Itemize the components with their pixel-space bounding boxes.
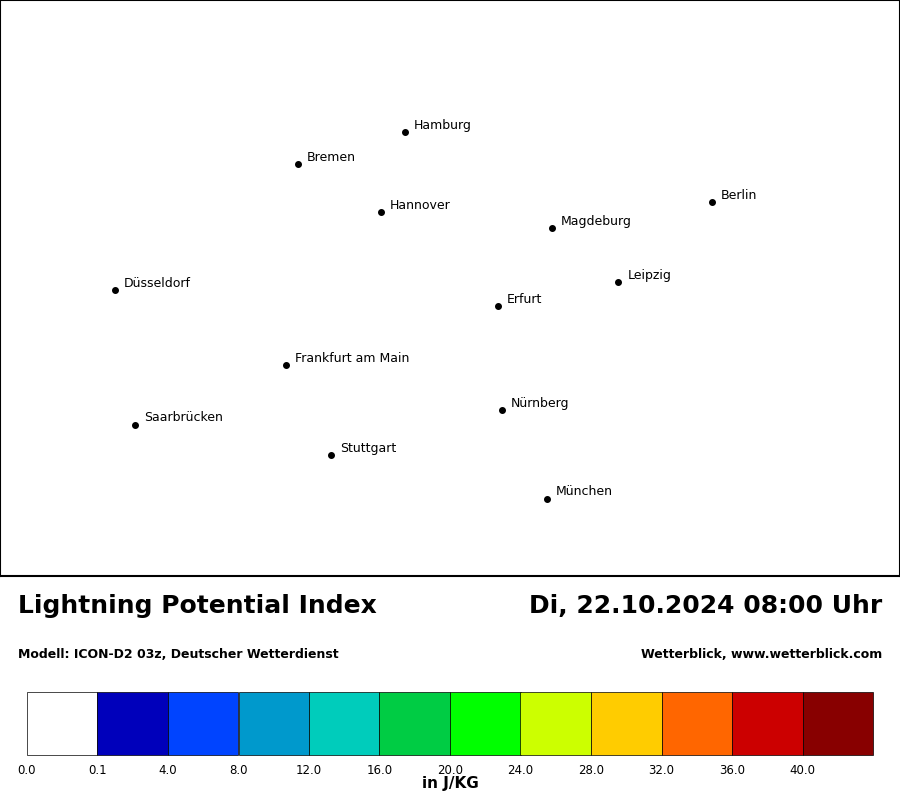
FancyBboxPatch shape (803, 693, 873, 755)
Text: 16.0: 16.0 (366, 764, 392, 777)
Text: Erfurt: Erfurt (507, 293, 542, 306)
Text: 8.0: 8.0 (230, 764, 248, 777)
Text: 32.0: 32.0 (649, 764, 674, 777)
Text: Leipzig: Leipzig (627, 269, 671, 282)
Text: München: München (556, 486, 613, 498)
Text: Di, 22.10.2024 08:00 Uhr: Di, 22.10.2024 08:00 Uhr (529, 594, 882, 618)
FancyBboxPatch shape (662, 693, 732, 755)
FancyBboxPatch shape (27, 693, 97, 755)
Text: Magdeburg: Magdeburg (561, 215, 632, 228)
Text: 20.0: 20.0 (437, 764, 463, 777)
Text: Stuttgart: Stuttgart (340, 442, 396, 455)
Text: Hamburg: Hamburg (414, 118, 472, 132)
Text: Lightning Potential Index: Lightning Potential Index (18, 594, 377, 618)
Text: Berlin: Berlin (721, 189, 757, 202)
Text: Saarbrücken: Saarbrücken (144, 411, 223, 425)
Text: Nürnberg: Nürnberg (511, 397, 570, 410)
FancyBboxPatch shape (97, 693, 168, 755)
Text: Frankfurt am Main: Frankfurt am Main (295, 352, 410, 365)
Text: 12.0: 12.0 (296, 764, 322, 777)
FancyBboxPatch shape (309, 693, 380, 755)
FancyBboxPatch shape (168, 693, 239, 755)
Text: 40.0: 40.0 (789, 764, 815, 777)
Text: 0.1: 0.1 (88, 764, 107, 777)
FancyBboxPatch shape (591, 693, 662, 755)
Text: Düsseldorf: Düsseldorf (124, 277, 191, 290)
Text: Modell: ICON-D2 03z, Deutscher Wetterdienst: Modell: ICON-D2 03z, Deutscher Wetterdie… (18, 648, 338, 661)
Text: in J/KG: in J/KG (421, 776, 479, 791)
FancyBboxPatch shape (450, 693, 520, 755)
Text: Hannover: Hannover (390, 198, 450, 212)
Text: 4.0: 4.0 (158, 764, 177, 777)
FancyBboxPatch shape (238, 693, 309, 755)
FancyBboxPatch shape (732, 693, 803, 755)
FancyBboxPatch shape (380, 693, 450, 755)
Text: 24.0: 24.0 (508, 764, 534, 777)
Text: 36.0: 36.0 (719, 764, 745, 777)
Text: Wetterblick, www.wetterblick.com: Wetterblick, www.wetterblick.com (641, 648, 882, 661)
Text: 0.0: 0.0 (18, 764, 36, 777)
FancyBboxPatch shape (520, 693, 591, 755)
Text: Bremen: Bremen (307, 150, 356, 164)
Text: 28.0: 28.0 (578, 764, 604, 777)
